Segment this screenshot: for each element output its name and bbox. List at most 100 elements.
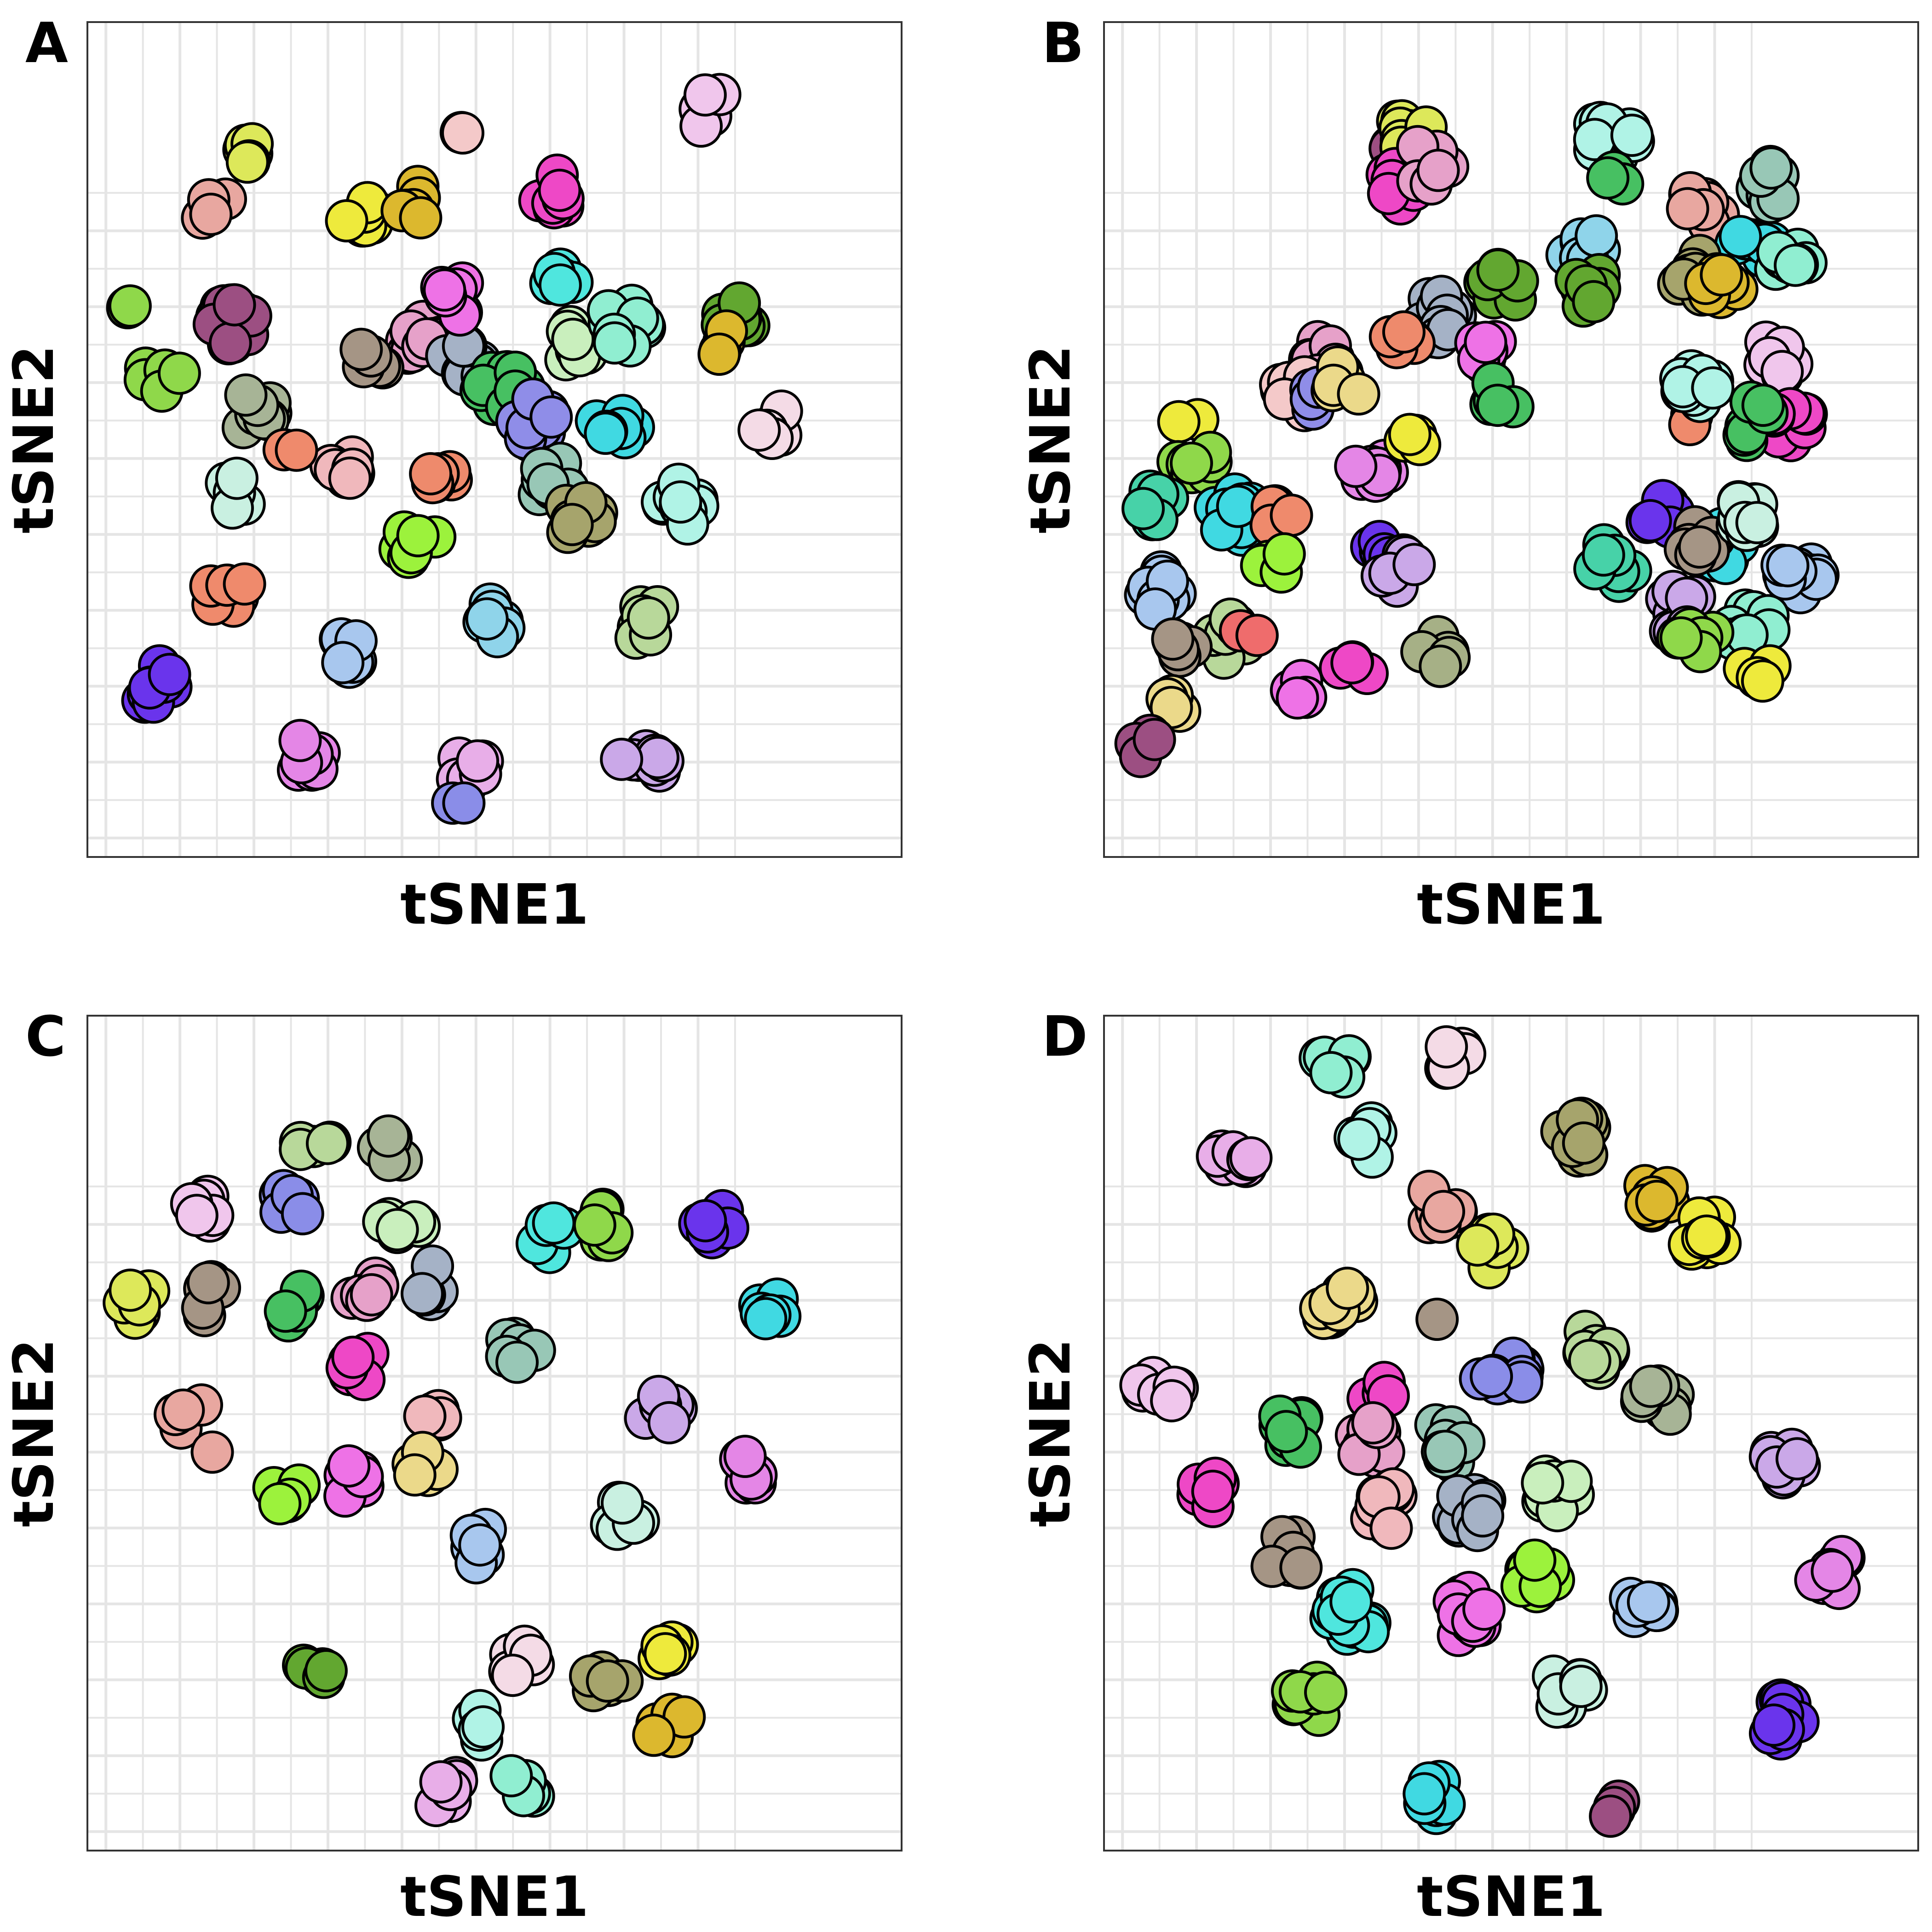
data-point	[1691, 366, 1735, 410]
data-point	[1424, 1430, 1467, 1473]
y-axis-label: tSNE2	[1019, 345, 1083, 534]
panel-c: C tSNE1 tSNE2	[2, 1005, 903, 1929]
data-point	[1330, 641, 1374, 684]
data-point	[339, 328, 383, 371]
data-point	[213, 283, 256, 327]
x-axis-label: tSNE1	[1417, 1865, 1605, 1929]
data-point	[1572, 280, 1616, 323]
data-point	[1659, 616, 1703, 660]
data-point	[1589, 1794, 1633, 1838]
data-point	[328, 456, 372, 500]
data-point	[1749, 146, 1793, 190]
data-point	[1262, 532, 1306, 576]
data-point	[1334, 444, 1378, 488]
data-point	[1191, 1470, 1235, 1513]
data-point	[529, 395, 573, 439]
data-point	[1392, 543, 1436, 586]
data-point	[399, 196, 443, 240]
x-axis-label: tSNE1	[1417, 873, 1605, 937]
data-point	[441, 111, 484, 155]
panel-d: D tSNE1 tSNE2	[1019, 1005, 1919, 1929]
data-point	[1666, 187, 1709, 230]
data-point	[573, 1203, 616, 1247]
data-point	[1229, 1136, 1273, 1180]
data-point	[1476, 384, 1519, 427]
data-point	[684, 1199, 727, 1242]
data-point	[1741, 384, 1785, 427]
data-point	[1562, 1121, 1605, 1165]
data-point	[1462, 1587, 1506, 1631]
data-point	[1685, 1214, 1728, 1258]
data-point	[1678, 525, 1721, 569]
panel-letter: C	[25, 1005, 66, 1069]
data-point	[321, 641, 365, 684]
data-point	[1235, 614, 1279, 657]
data-point	[1133, 718, 1176, 761]
data-point	[1719, 215, 1762, 259]
data-point	[659, 480, 702, 524]
data-point	[697, 333, 741, 376]
data-point	[350, 1273, 393, 1317]
data-point	[456, 739, 499, 783]
data-point	[186, 1261, 230, 1305]
data-point	[636, 736, 679, 779]
data-point	[723, 1435, 767, 1478]
data-point	[1415, 1298, 1459, 1341]
data-point	[593, 321, 637, 365]
y-axis-label: tSNE2	[2, 1339, 66, 1527]
data-point	[586, 1659, 629, 1703]
data-point	[1774, 243, 1817, 287]
points	[103, 1114, 802, 1828]
data-point	[1628, 499, 1672, 542]
panel-b: B tSNE1 tSNE2	[1019, 12, 1919, 937]
data-point	[393, 1453, 437, 1497]
data-point	[1521, 1461, 1564, 1505]
plot-border	[86, 21, 903, 858]
x-axis-label: tSNE1	[400, 1865, 589, 1929]
data-point	[157, 351, 201, 395]
data-point	[1416, 149, 1460, 192]
data-point	[304, 1649, 348, 1692]
y-axis-label: tSNE2	[1019, 1339, 1083, 1527]
data-point	[409, 452, 453, 495]
data-point	[1304, 1670, 1347, 1714]
data-point	[1456, 1223, 1500, 1267]
data-point	[396, 514, 440, 558]
data-point	[375, 1208, 419, 1252]
plot-border	[1103, 1015, 1919, 1852]
data-point	[367, 1114, 410, 1158]
data-point	[1513, 1538, 1557, 1582]
data-point	[278, 719, 322, 762]
data-point	[325, 199, 368, 242]
data-point	[1470, 1355, 1513, 1398]
data-point	[1629, 1364, 1673, 1408]
data-point	[1575, 214, 1618, 258]
panel-letter: A	[25, 12, 68, 75]
data-point	[465, 597, 509, 641]
data-point	[400, 1272, 444, 1316]
data-point	[189, 192, 233, 236]
data-point	[1461, 1494, 1505, 1538]
data-point	[1337, 1117, 1381, 1161]
data-point	[491, 1654, 535, 1697]
data-point	[1388, 413, 1432, 456]
data-point	[644, 1632, 687, 1676]
data-point	[305, 1121, 349, 1165]
data-point	[108, 284, 152, 328]
data-point	[1151, 617, 1195, 661]
data-point	[1329, 1580, 1373, 1624]
plot-border	[1103, 21, 1919, 858]
data-point	[1279, 1546, 1323, 1589]
data-point	[1276, 676, 1319, 720]
data-point	[1382, 310, 1426, 354]
data-point	[1270, 494, 1313, 537]
data-point	[495, 1340, 539, 1384]
data-point	[215, 456, 259, 500]
data-point	[1775, 1437, 1819, 1481]
data-point	[275, 428, 318, 472]
data-point	[1326, 1266, 1369, 1310]
panel-letter: B	[1042, 12, 1084, 75]
data-point	[1351, 1401, 1395, 1445]
data-point	[600, 737, 644, 781]
data-point	[1157, 400, 1201, 443]
